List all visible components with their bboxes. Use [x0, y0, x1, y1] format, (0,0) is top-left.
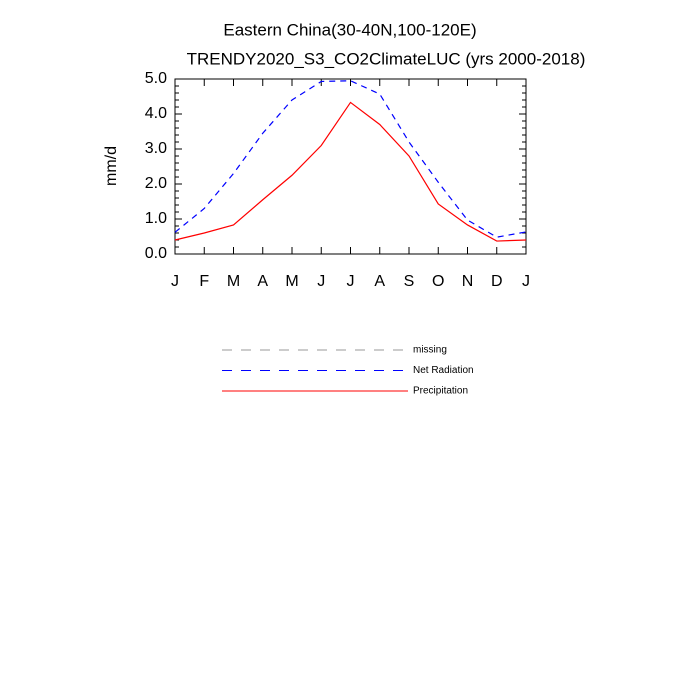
x-tick-label: J — [171, 273, 179, 290]
legend-label: Precipitation — [413, 386, 468, 397]
legend-label: missing — [413, 345, 447, 356]
x-tick-label: M — [227, 273, 240, 290]
x-tick-label: J — [522, 273, 530, 290]
chart-title: Eastern China(30-40N,100-120E) — [223, 20, 476, 39]
x-tick-label: O — [432, 273, 444, 290]
x-tick-label: N — [462, 273, 474, 290]
legend-label: Net Radiation — [413, 365, 474, 376]
y-tick-label: 3.0 — [145, 140, 167, 157]
x-tick-label: A — [257, 273, 268, 290]
chart-subtitle: TRENDY2020_S3_CO2ClimateLUC (yrs 2000-20… — [187, 49, 586, 68]
y-axis-label: mm/d — [103, 146, 120, 186]
series-line — [174, 101, 527, 242]
y-tick-label: 5.0 — [145, 70, 167, 87]
y-tick-label: 2.0 — [145, 175, 167, 192]
x-tick-label: F — [199, 273, 209, 290]
y-tick-label: 1.0 — [145, 210, 167, 227]
x-tick-label: J — [317, 273, 325, 290]
x-tick-label: M — [285, 273, 298, 290]
x-tick-label: D — [491, 273, 503, 290]
y-tick-label: 4.0 — [145, 105, 167, 122]
x-tick-label: A — [374, 273, 385, 290]
x-tick-label: S — [404, 273, 415, 290]
x-tick-label: J — [347, 273, 355, 290]
y-tick-label: 0.0 — [145, 245, 167, 262]
